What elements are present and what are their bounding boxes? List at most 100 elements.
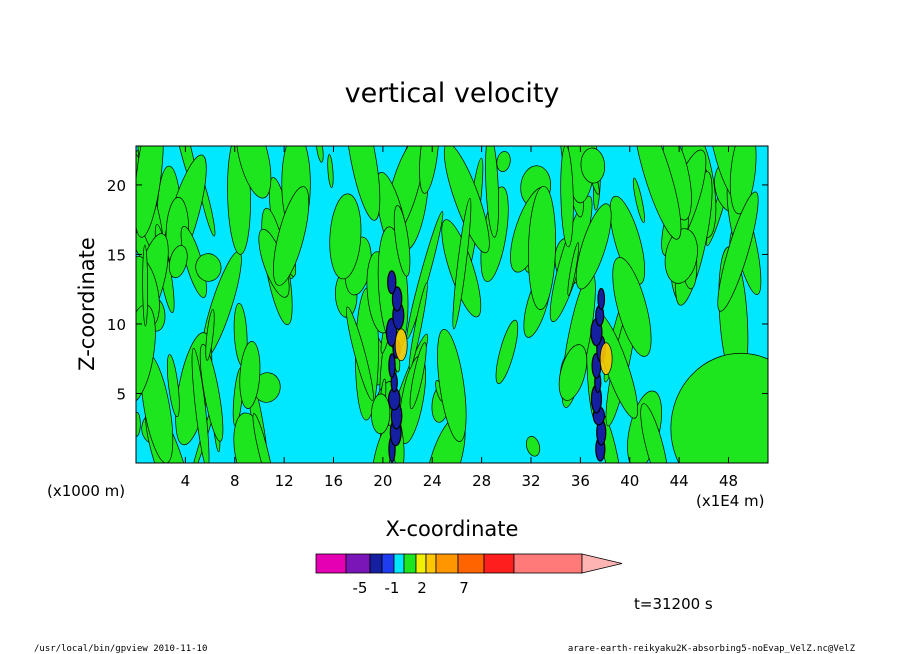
contour-patch	[406, 211, 444, 340]
contour-patch	[609, 195, 646, 285]
colorbar-segment	[483, 553, 515, 574]
colorbar-segment	[369, 553, 383, 574]
contour-patch	[452, 198, 472, 330]
colorbar-segment	[415, 553, 427, 574]
contour-patch	[273, 186, 310, 286]
colorbar-tick-label: -1	[385, 579, 400, 597]
colorbar-segment	[425, 553, 437, 574]
contour-patch	[612, 257, 652, 357]
y-axis-ticks: 5 10 15 20	[107, 177, 768, 403]
colorbar-segment	[435, 553, 459, 574]
x-tick-label: 12	[275, 472, 294, 490]
contour-patch	[443, 146, 490, 254]
contour-patch	[327, 154, 334, 188]
contour-patch	[670, 352, 768, 463]
contour-patch	[419, 146, 440, 194]
contour-patch	[633, 146, 682, 240]
contour-patch	[528, 185, 556, 310]
colorbar-segment	[403, 553, 417, 574]
x-tick-label: 20	[373, 472, 392, 490]
y-tick-label: 15	[107, 246, 126, 264]
contour-fill-layer	[136, 146, 768, 463]
contour-patch	[195, 253, 222, 282]
core-contour	[597, 287, 606, 310]
x-axis-ticks: 4 8 12 16 20 24 28 32 36 40 44 48	[181, 146, 738, 490]
contour-patch	[346, 306, 374, 401]
contour-patch	[199, 343, 224, 442]
core-contour	[387, 270, 397, 295]
core-contour	[599, 342, 613, 376]
colorbar-segment	[315, 553, 347, 574]
contour-patch	[371, 393, 391, 435]
contour-patch	[252, 413, 275, 463]
contour-patch	[567, 242, 580, 296]
y-unit-label: (x1000 m)	[47, 482, 125, 500]
contour-patch	[717, 191, 759, 312]
contour-patch	[235, 146, 272, 199]
x-tick-label: 36	[571, 472, 590, 490]
x-tick-label: 32	[521, 472, 540, 490]
y-tick-label: 20	[107, 177, 126, 195]
contour-patch	[632, 177, 645, 223]
contour-patch	[526, 436, 541, 457]
contour-patch	[344, 146, 381, 221]
time-annotation: t=31200 s	[634, 595, 713, 613]
colorbar	[315, 553, 623, 574]
contour-patch	[136, 411, 141, 437]
x-tick-label: 16	[324, 472, 343, 490]
contour-patch	[371, 425, 393, 463]
colorbar-tick-label: 7	[459, 579, 469, 597]
contour-patch	[495, 319, 519, 384]
contour-patch	[640, 403, 669, 463]
contour-patch	[408, 282, 428, 370]
contour-patch	[191, 348, 210, 463]
colorbar-tick-labels: -5 -1 2 7	[353, 579, 469, 597]
colorbar-tick-label: 2	[417, 579, 427, 597]
contour-patch	[575, 203, 612, 290]
colorbar-segment	[345, 553, 371, 574]
x-tick-label: 8	[230, 472, 240, 490]
contour-patch	[558, 344, 588, 401]
contour-patch	[315, 146, 324, 163]
y-tick-label: 5	[116, 385, 126, 403]
x-tick-label: 4	[181, 472, 191, 490]
colorbar-segment	[513, 553, 583, 574]
contour-patch	[437, 328, 467, 442]
x-axis-label: X-coordinate	[386, 517, 519, 541]
x-tick-label: 24	[423, 472, 442, 490]
contour-patch	[580, 147, 606, 184]
contour-patch	[409, 342, 427, 409]
contour-patch	[136, 146, 164, 238]
contour-patch	[496, 151, 511, 172]
y-tick-label: 10	[107, 316, 126, 334]
colorbar-segment	[381, 553, 395, 574]
contour-patch	[729, 146, 757, 215]
contour-patch	[560, 146, 574, 248]
x-tick-label: 44	[670, 472, 689, 490]
colorbar-extension	[581, 553, 623, 574]
x-tick-label: 28	[472, 472, 491, 490]
plot-area	[135, 145, 769, 464]
colorbar-segment	[393, 553, 405, 574]
chart-title: vertical velocity	[345, 78, 560, 109]
contour-patch	[485, 146, 499, 238]
contour-patch	[205, 309, 215, 361]
x-tick-label: 48	[719, 472, 738, 490]
contour-patch	[329, 193, 362, 280]
y-axis-label: Z-coordinate	[75, 237, 99, 371]
x-unit-label: (x1E4 m)	[696, 492, 765, 510]
plot-frame	[135, 145, 769, 464]
contour-patch	[664, 228, 698, 284]
core-contour	[391, 286, 403, 312]
contour-patch	[168, 245, 188, 279]
contour-patch	[166, 354, 180, 418]
contour-patch	[393, 205, 411, 277]
core-contour	[394, 328, 408, 362]
colorbar-segment	[457, 553, 485, 574]
x-tick-label: 40	[620, 472, 639, 490]
contour-patch	[142, 244, 149, 327]
footer-left: /usr/local/bin/gpview 2010-11-10	[34, 644, 207, 654]
contour-patch	[239, 341, 261, 409]
colorbar-tick-label: -5	[353, 579, 368, 597]
